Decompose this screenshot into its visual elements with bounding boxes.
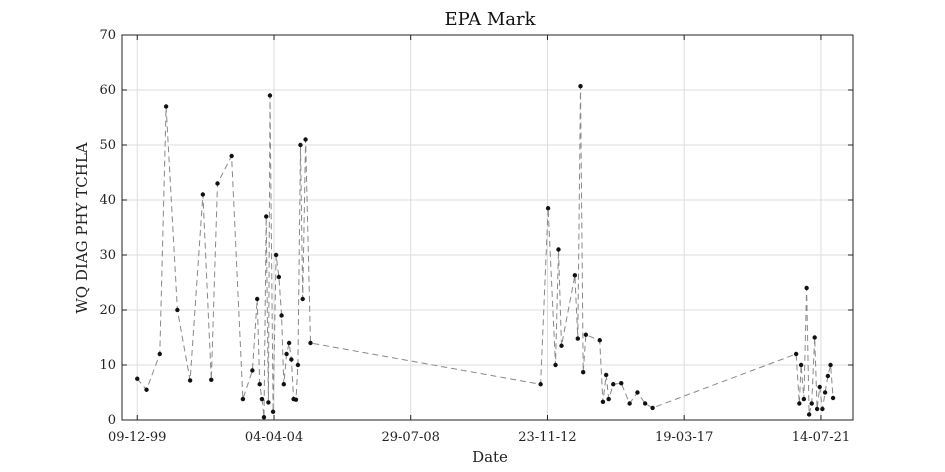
data-point bbox=[619, 380, 624, 386]
data-point bbox=[575, 336, 581, 341]
data-point bbox=[175, 307, 180, 313]
y-tick-label: 60 bbox=[99, 83, 116, 98]
data-point bbox=[627, 401, 632, 406]
data-point bbox=[157, 351, 162, 357]
data-point bbox=[597, 338, 602, 343]
data-point bbox=[556, 247, 561, 252]
data-point bbox=[820, 406, 825, 412]
data-series bbox=[135, 83, 836, 420]
data-point bbox=[259, 396, 265, 402]
data-point bbox=[635, 390, 640, 395]
data-point bbox=[267, 93, 273, 98]
plot-frame bbox=[121, 34, 854, 421]
data-point bbox=[135, 376, 140, 381]
data-point bbox=[255, 296, 260, 302]
data-point bbox=[578, 83, 583, 89]
data-point bbox=[298, 142, 303, 148]
data-point bbox=[825, 373, 831, 379]
data-point bbox=[606, 396, 611, 402]
data-point bbox=[642, 401, 648, 406]
data-point bbox=[797, 401, 802, 406]
y-tick-label: 70 bbox=[99, 28, 116, 43]
data-point bbox=[163, 104, 169, 109]
data-point bbox=[240, 396, 246, 402]
y-tick-label: 10 bbox=[99, 358, 116, 373]
y-tick-label: 0 bbox=[108, 413, 116, 428]
data-point bbox=[828, 362, 833, 368]
data-point bbox=[583, 332, 589, 337]
data-point bbox=[279, 313, 284, 318]
data-point bbox=[276, 274, 282, 280]
grid-lines bbox=[122, 34, 853, 421]
data-point bbox=[545, 206, 551, 211]
data-point bbox=[798, 362, 804, 368]
data-point bbox=[814, 406, 820, 412]
data-point bbox=[187, 378, 193, 383]
data-point bbox=[830, 395, 836, 401]
data-point bbox=[650, 405, 655, 411]
data-point bbox=[812, 335, 817, 340]
data-point bbox=[572, 273, 578, 278]
data-point bbox=[806, 412, 812, 417]
data-point bbox=[284, 351, 289, 357]
data-point bbox=[286, 340, 292, 346]
data-point bbox=[257, 382, 262, 387]
data-point bbox=[250, 368, 255, 373]
data-point bbox=[809, 401, 814, 406]
data-point bbox=[580, 369, 586, 375]
data-point bbox=[261, 415, 267, 420]
x-tick-label: 09-12-99 bbox=[108, 430, 166, 445]
y-tick-label: 20 bbox=[99, 303, 116, 318]
series-line bbox=[136, 86, 834, 418]
x-tick-label: 23-11-12 bbox=[518, 430, 576, 445]
data-point bbox=[308, 340, 313, 346]
data-point bbox=[229, 153, 234, 159]
chart-title: EPA Mark bbox=[445, 9, 537, 30]
data-point bbox=[270, 409, 276, 414]
data-point bbox=[144, 387, 149, 392]
data-point bbox=[200, 192, 206, 197]
y-tick-label: 40 bbox=[99, 193, 116, 208]
data-point bbox=[553, 362, 558, 368]
x-tick-label: 04-04-04 bbox=[245, 430, 303, 445]
data-point bbox=[603, 372, 609, 378]
x-tick-label: 14-07-21 bbox=[792, 430, 850, 445]
y-tick-label: 50 bbox=[99, 138, 116, 153]
data-point bbox=[281, 382, 287, 387]
data-point bbox=[209, 377, 214, 383]
x-tick-label: 19-03-17 bbox=[655, 430, 713, 445]
data-point bbox=[273, 252, 279, 258]
data-point bbox=[793, 351, 799, 357]
data-point bbox=[600, 399, 606, 405]
x-tick-label: 29-07-08 bbox=[381, 430, 439, 445]
data-point bbox=[300, 296, 305, 302]
data-point bbox=[822, 390, 828, 395]
data-point bbox=[538, 382, 543, 387]
data-point bbox=[295, 362, 301, 368]
data-point bbox=[215, 181, 220, 186]
data-point bbox=[293, 397, 299, 402]
x-axis-title: Date bbox=[472, 448, 508, 466]
data-point bbox=[611, 382, 616, 387]
y-tick-label: 30 bbox=[99, 248, 116, 263]
data-point bbox=[266, 400, 271, 405]
data-point bbox=[804, 285, 809, 291]
data-point bbox=[289, 357, 294, 362]
data-point bbox=[801, 396, 807, 402]
y-axis-title: WQ DIAG PHY TCHLA bbox=[73, 142, 91, 313]
data-point bbox=[559, 343, 564, 348]
data-point bbox=[303, 137, 308, 142]
data-point bbox=[264, 214, 269, 219]
data-point bbox=[817, 384, 822, 390]
axis-ticks: 0 10 20 30 40 50 60 70 09-12-99 04-04-04 29-07-08 2… bbox=[99, 28, 853, 445]
